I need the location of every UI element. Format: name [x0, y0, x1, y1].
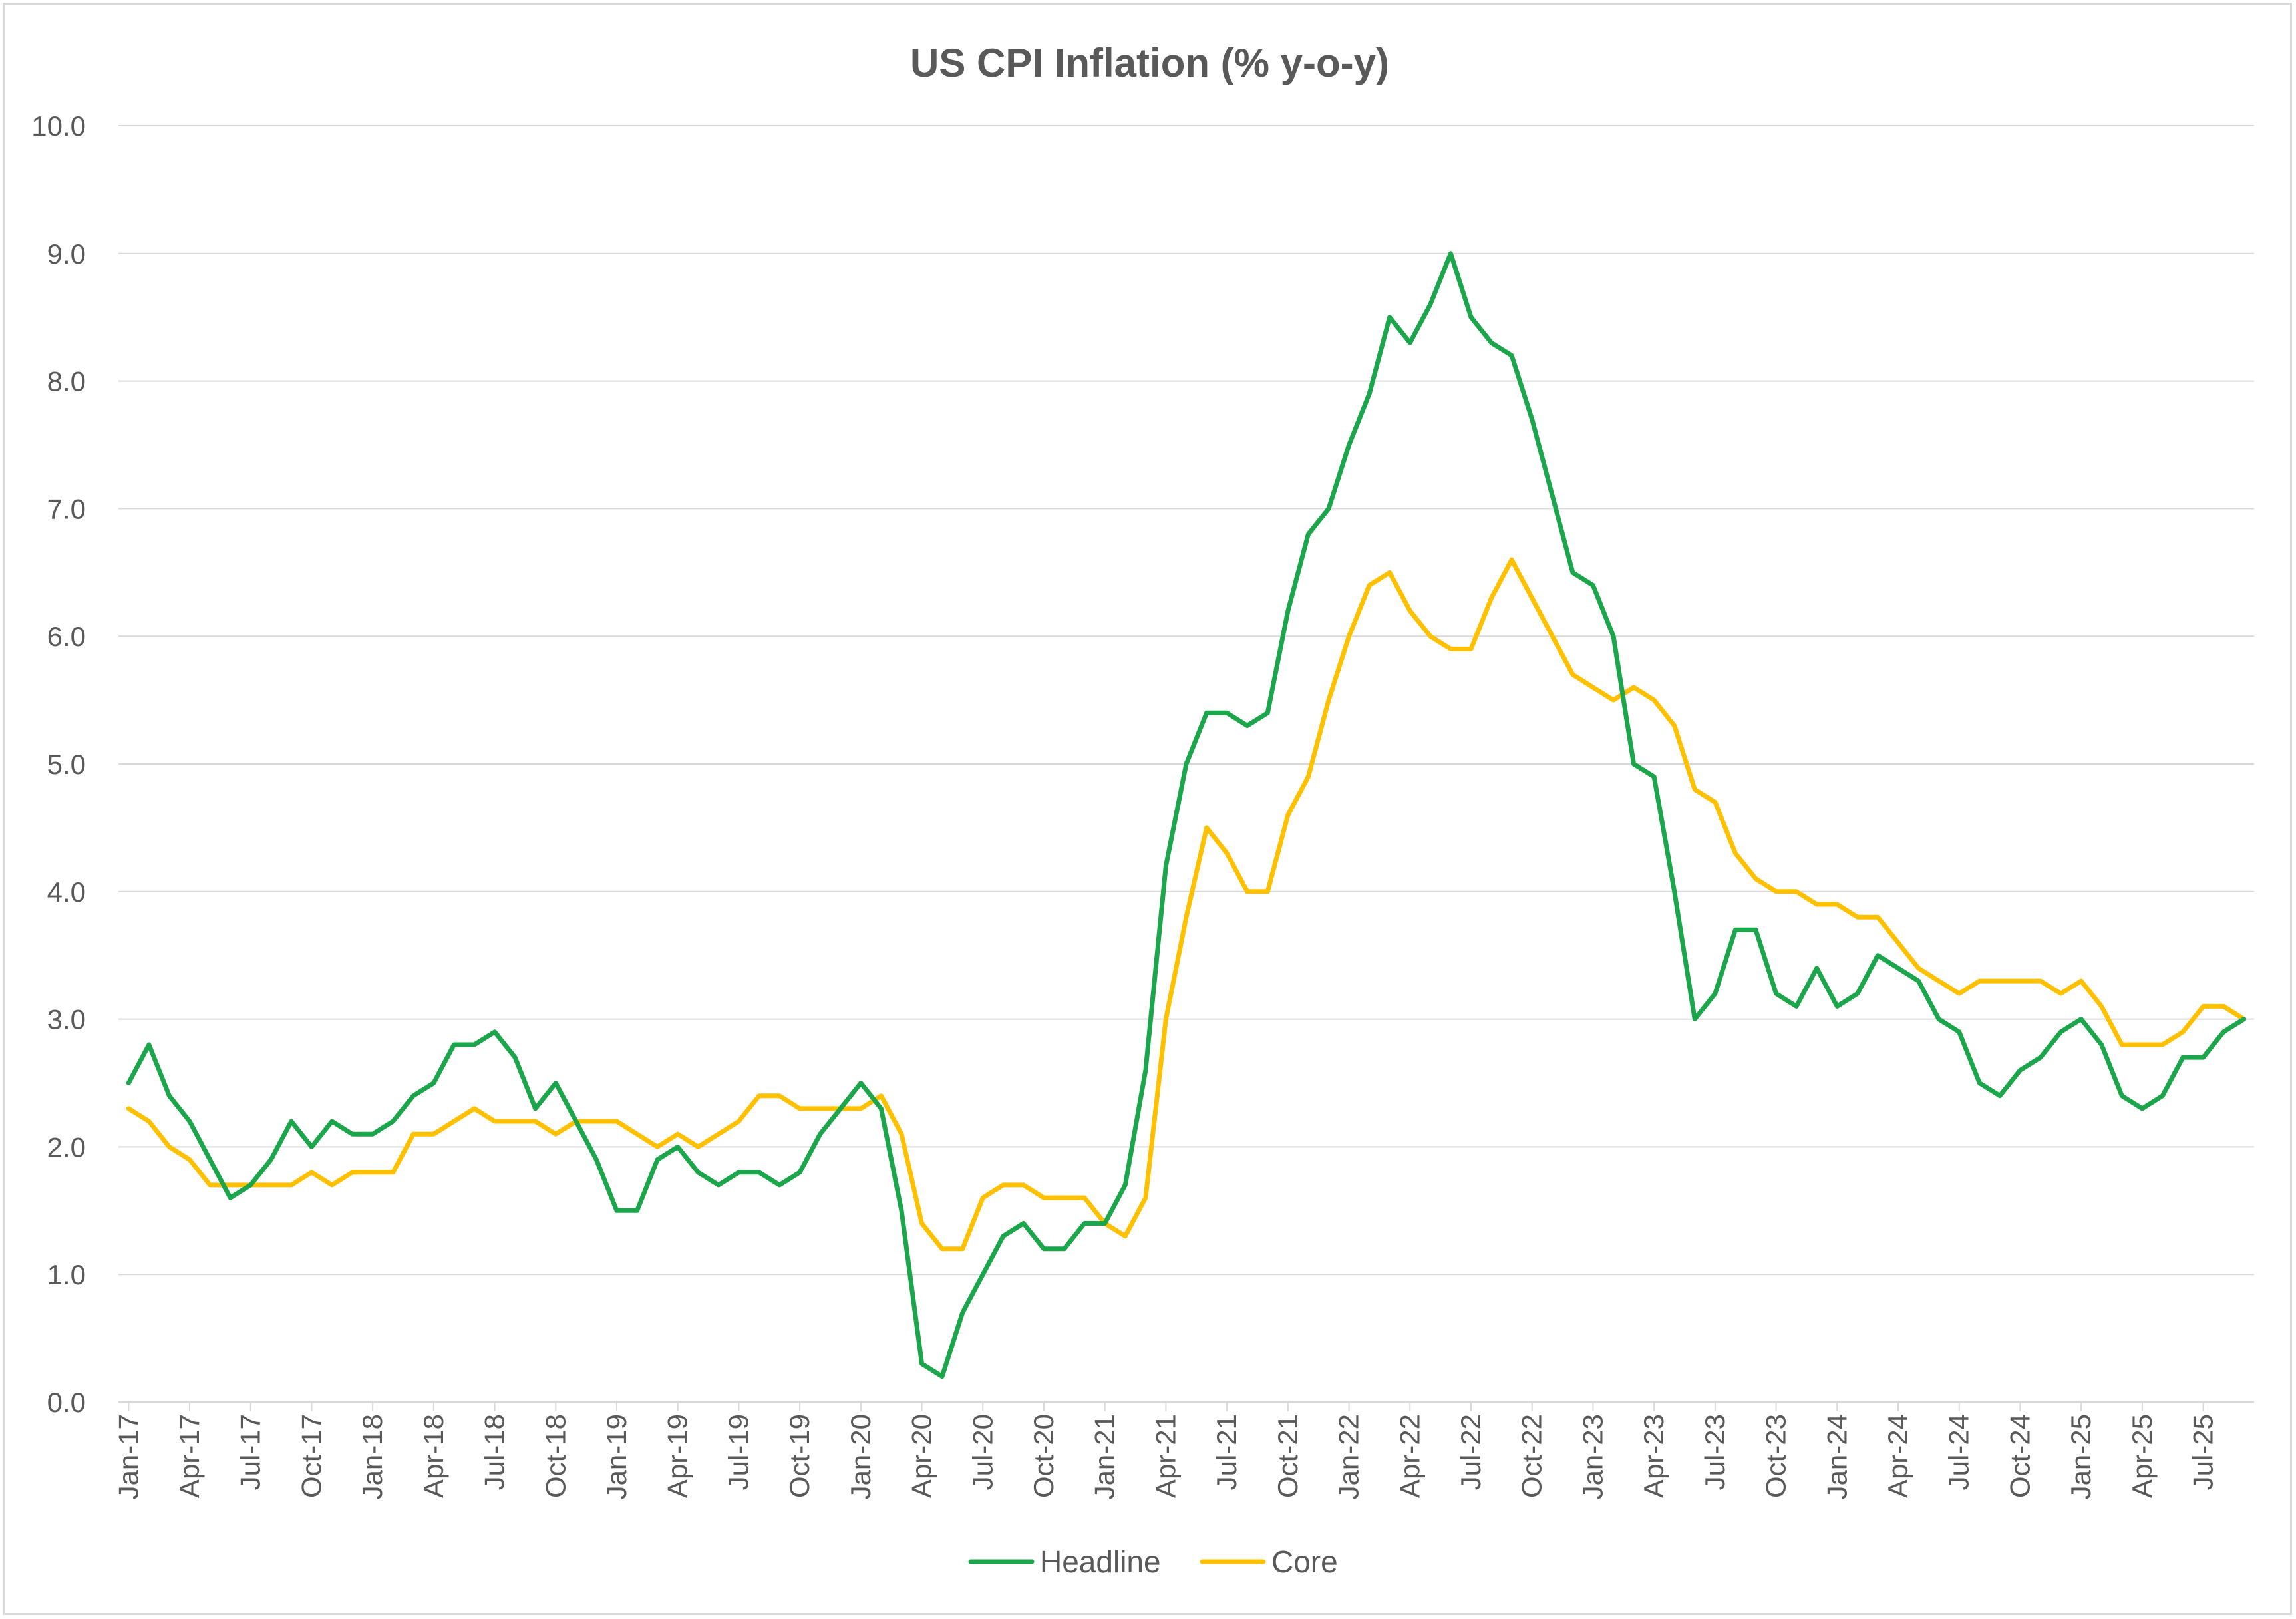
x-tick-label: Oct-22: [1516, 1414, 1548, 1498]
x-tick-label: Oct-24: [2004, 1414, 2035, 1498]
line-chart: US CPI Inflation (% y-o-y) 0.0 1.0 2.0 3.0 4…: [31, 41, 2254, 1579]
x-tick-label: Jan-18: [357, 1414, 388, 1499]
y-tick-label: 10.0: [31, 110, 86, 142]
x-tick-label: Apr-24: [1882, 1414, 1913, 1498]
x-tick-label: Jan-22: [1333, 1414, 1365, 1499]
series-line-core: [126, 557, 2247, 1252]
x-tick-label: Oct-17: [295, 1414, 327, 1498]
y-axis-tick-labels: 0.0 1.0 2.0 3.0 4.0 5.0 6.0 7.0 8.0 9.0 10.0: [31, 110, 86, 1418]
y-tick-label: 1.0: [47, 1259, 86, 1290]
legend: Headline Core: [968, 1544, 1338, 1579]
x-tick-label: Oct-20: [1028, 1414, 1059, 1498]
x-tick-label: Apr-20: [906, 1414, 937, 1498]
y-tick-label: 4.0: [47, 876, 86, 908]
x-tick-label: Jul-25: [2188, 1414, 2219, 1490]
x-tick-label: Apr-25: [2126, 1414, 2158, 1498]
y-tick-label: 8.0: [47, 366, 86, 397]
legend-label-core: Core: [1271, 1544, 1338, 1579]
x-tick-label: Jul-17: [235, 1414, 266, 1490]
y-tick-label: 9.0: [47, 238, 86, 270]
x-tick-label: Apr-21: [1150, 1414, 1181, 1498]
chart-title: US CPI Inflation (% y-o-y): [910, 41, 1389, 85]
gridlines: [118, 125, 2254, 1276]
x-tick-label: Jul-19: [723, 1414, 754, 1490]
y-tick-label: 5.0: [47, 749, 86, 780]
y-tick-label: 7.0: [47, 493, 86, 524]
x-tick-label: Jan-23: [1577, 1414, 1608, 1499]
x-axis-tick-labels: Jan-17 Apr-17 Jul-17 Oct-17 Jan-18 Apr-18 Jul-…: [112, 1402, 2219, 1499]
x-tick-label: Jan-25: [2065, 1414, 2096, 1499]
x-tick-label: Jul-24: [1943, 1414, 1975, 1490]
x-tick-label: Apr-23: [1638, 1414, 1669, 1498]
x-tick-label: Jul-20: [967, 1414, 998, 1490]
x-tick-label: Jan-19: [601, 1414, 632, 1499]
x-tick-label: Jul-23: [1699, 1414, 1730, 1490]
y-tick-label: 0.0: [47, 1387, 86, 1418]
x-tick-label: Jan-17: [112, 1414, 144, 1499]
x-tick-label: Jul-18: [479, 1414, 510, 1490]
x-tick-label: Apr-18: [418, 1414, 449, 1498]
x-tick-label: Jul-22: [1455, 1414, 1486, 1490]
legend-label-headline: Headline: [1040, 1544, 1161, 1579]
x-tick-label: Oct-19: [784, 1414, 815, 1498]
x-tick-label: Oct-18: [540, 1414, 571, 1498]
x-tick-label: Jul-21: [1211, 1414, 1242, 1490]
x-tick-label: Jan-20: [845, 1414, 876, 1499]
y-tick-label: 6.0: [47, 621, 86, 652]
chart-frame: US CPI Inflation (% y-o-y) 0.0 1.0 2.0 3.0 4…: [3, 3, 2292, 1615]
x-tick-label: Jan-24: [1821, 1414, 1852, 1499]
x-tick-label: Oct-21: [1272, 1414, 1303, 1498]
x-tick-label: Jan-21: [1089, 1414, 1120, 1499]
y-tick-label: 2.0: [47, 1131, 86, 1163]
series-lines: [126, 251, 2247, 1379]
x-tick-label: Apr-22: [1394, 1414, 1425, 1498]
y-tick-label: 3.0: [47, 1004, 86, 1035]
series-line-headline: [126, 251, 2247, 1379]
x-tick-label: Oct-23: [1760, 1414, 1792, 1498]
x-tick-label: Apr-19: [662, 1414, 693, 1498]
x-tick-label: Apr-17: [174, 1414, 205, 1498]
